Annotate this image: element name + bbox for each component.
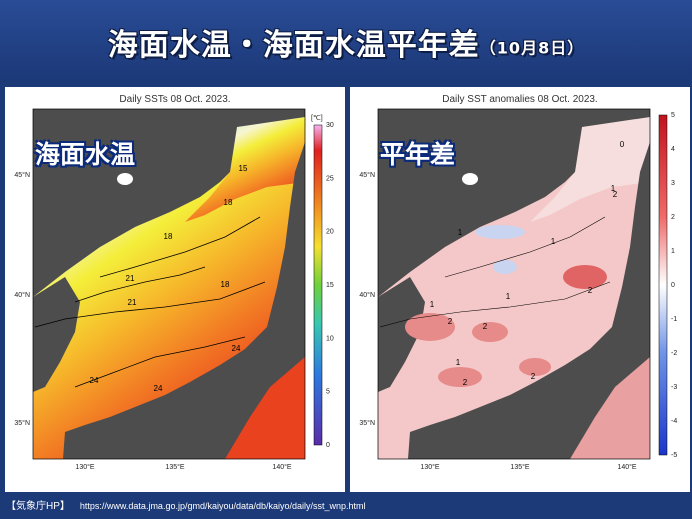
contour-label: 18 (164, 232, 173, 241)
anomaly-lon-labels: 130°E 135°E 140°E (420, 463, 636, 471)
contour-label: 1 (611, 184, 616, 193)
colorbar-tick-label: 25 (326, 175, 334, 182)
contour-label: 24 (154, 384, 163, 393)
sst-colorbar-ticks: 30 25 20 15 10 5 0 (326, 122, 334, 449)
title-text: 海面水温・海面水温平年差 (107, 28, 480, 63)
contour-label: 1 (456, 358, 461, 367)
contour-label: 2 (448, 317, 453, 326)
colorbar-tick-label: -4 (671, 418, 677, 425)
header-banner: 海面水温・海面水温平年差（10月8日） (0, 0, 692, 82)
contour-label: 24 (232, 344, 241, 353)
colorbar-tick-label: 15 (326, 282, 334, 289)
title-date: （10月8日） (479, 38, 585, 58)
anomaly-warm-spot (563, 265, 607, 289)
sst-map-title: Daily SSTs 08 Oct. 2023. (119, 94, 231, 105)
sst-map: [℃] 30 25 20 15 10 5 0 45°N 40°N 35°N 130°E 135°E… (14, 108, 334, 471)
colorbar-tick-label: -5 (671, 452, 677, 459)
contour-18b (99, 216, 261, 278)
anomaly-map-panel: 5 4 3 2 1 0 -1 -2 -3 -4 -5 45°N 40°N 35°N 130°E 135°E… (350, 87, 690, 492)
contour-21 (34, 281, 266, 328)
anomaly-colorbar (658, 114, 668, 456)
source-label: 【気象庁HP】 (6, 501, 70, 512)
japan-land (63, 142, 305, 459)
lat-tick-label: 35°N (14, 419, 30, 427)
colorbar-tick-label: 5 (671, 112, 675, 119)
contour-18 (74, 266, 206, 303)
contour-label: 2 (531, 372, 536, 381)
lon-tick-label: 130°E (75, 463, 94, 471)
footer: 【気象庁HP】 https://www.data.jma.go.jp/gmd/ka… (0, 494, 692, 519)
japan-land-right (408, 142, 650, 459)
contour-label: 18 (224, 198, 233, 207)
korea-land-right (378, 277, 425, 392)
lat-tick-label: 35°N (359, 419, 375, 427)
colorbar-tick-label: 30 (326, 122, 334, 129)
colorbar-tick-label: 10 (326, 335, 334, 342)
map-frame (32, 108, 306, 460)
anomaly-lat-labels: 45°N 40°N 35°N (359, 171, 375, 427)
korea-land (33, 277, 80, 392)
colorbar-tick-label: -3 (671, 384, 677, 391)
lat-tick-label: 45°N (14, 171, 30, 179)
colorbar-tick-label: 1 (671, 248, 675, 255)
lon-tick-label: 135°E (510, 463, 529, 471)
colorbar-tick-label: 5 (326, 389, 330, 396)
sst-map-panel: [℃] 30 25 20 15 10 5 0 45°N 40°N 35°N 130°E 135°E… (5, 87, 345, 492)
colorbar-tick-label: -1 (671, 316, 677, 323)
source-url[interactable]: https://www.data.jma.go.jp/gmd/kaiyou/da… (79, 501, 366, 511)
colorbar-tick-label: 0 (671, 282, 675, 289)
contour-label: 15 (239, 164, 248, 173)
lon-tick-label: 140°E (617, 463, 636, 471)
colorbar-tick-label: -2 (671, 350, 677, 357)
lat-tick-label: 40°N (359, 291, 375, 299)
anomaly-overlay-label: 平年差 (380, 140, 456, 169)
colorbar-tick-label: 20 (326, 229, 334, 236)
sst-contour-labels: 15 18 18 18 21 21 24 24 24 (90, 164, 248, 393)
contour-label: 2 (613, 190, 618, 199)
colorbar-tick-label: 4 (671, 146, 675, 153)
colorbar-tick-label: 3 (671, 180, 675, 187)
contour-label: 1 (551, 237, 556, 246)
contour-label: 2 (483, 322, 488, 331)
sst-lon-labels: 130°E 135°E 140°E (75, 463, 291, 471)
contour-label: 1 (430, 300, 435, 309)
contour-label: 1 (458, 228, 463, 237)
contour-label: 21 (128, 298, 137, 307)
contour-label: 24 (90, 376, 99, 385)
sst-colorbar (313, 124, 323, 446)
colorbar-tick-label: 0 (326, 442, 330, 449)
lat-tick-label: 45°N (359, 171, 375, 179)
lon-tick-label: 135°E (165, 463, 184, 471)
sst-colorbar-unit: [℃] (311, 115, 323, 122)
anomaly-colorbar-ticks: 5 4 3 2 1 0 -1 -2 -3 -4 -5 (671, 112, 677, 459)
lat-tick-label: 40°N (14, 291, 30, 299)
map-frame-right (377, 108, 651, 460)
anomaly-map-title: Daily SST anomalies 08 Oct. 2023. (442, 94, 598, 105)
contour-label: 21 (126, 274, 135, 283)
contour-label: 0 (620, 140, 625, 149)
contour-label: 1 (506, 292, 511, 301)
contour-24 (74, 336, 246, 388)
lon-tick-label: 130°E (420, 463, 439, 471)
contour-label: 2 (463, 378, 468, 387)
island (117, 173, 133, 185)
contour-label: 18 (221, 280, 230, 289)
colorbar-tick-label: 2 (671, 214, 675, 221)
contour-label: 2 (588, 286, 593, 295)
page-title: 海面水温・海面水温平年差（10月8日） (0, 20, 692, 64)
sst-overlay-label: 海面水温 (35, 140, 136, 169)
sst-lat-labels: 45°N 40°N 35°N (14, 171, 30, 427)
lon-tick-label: 140°E (272, 463, 291, 471)
